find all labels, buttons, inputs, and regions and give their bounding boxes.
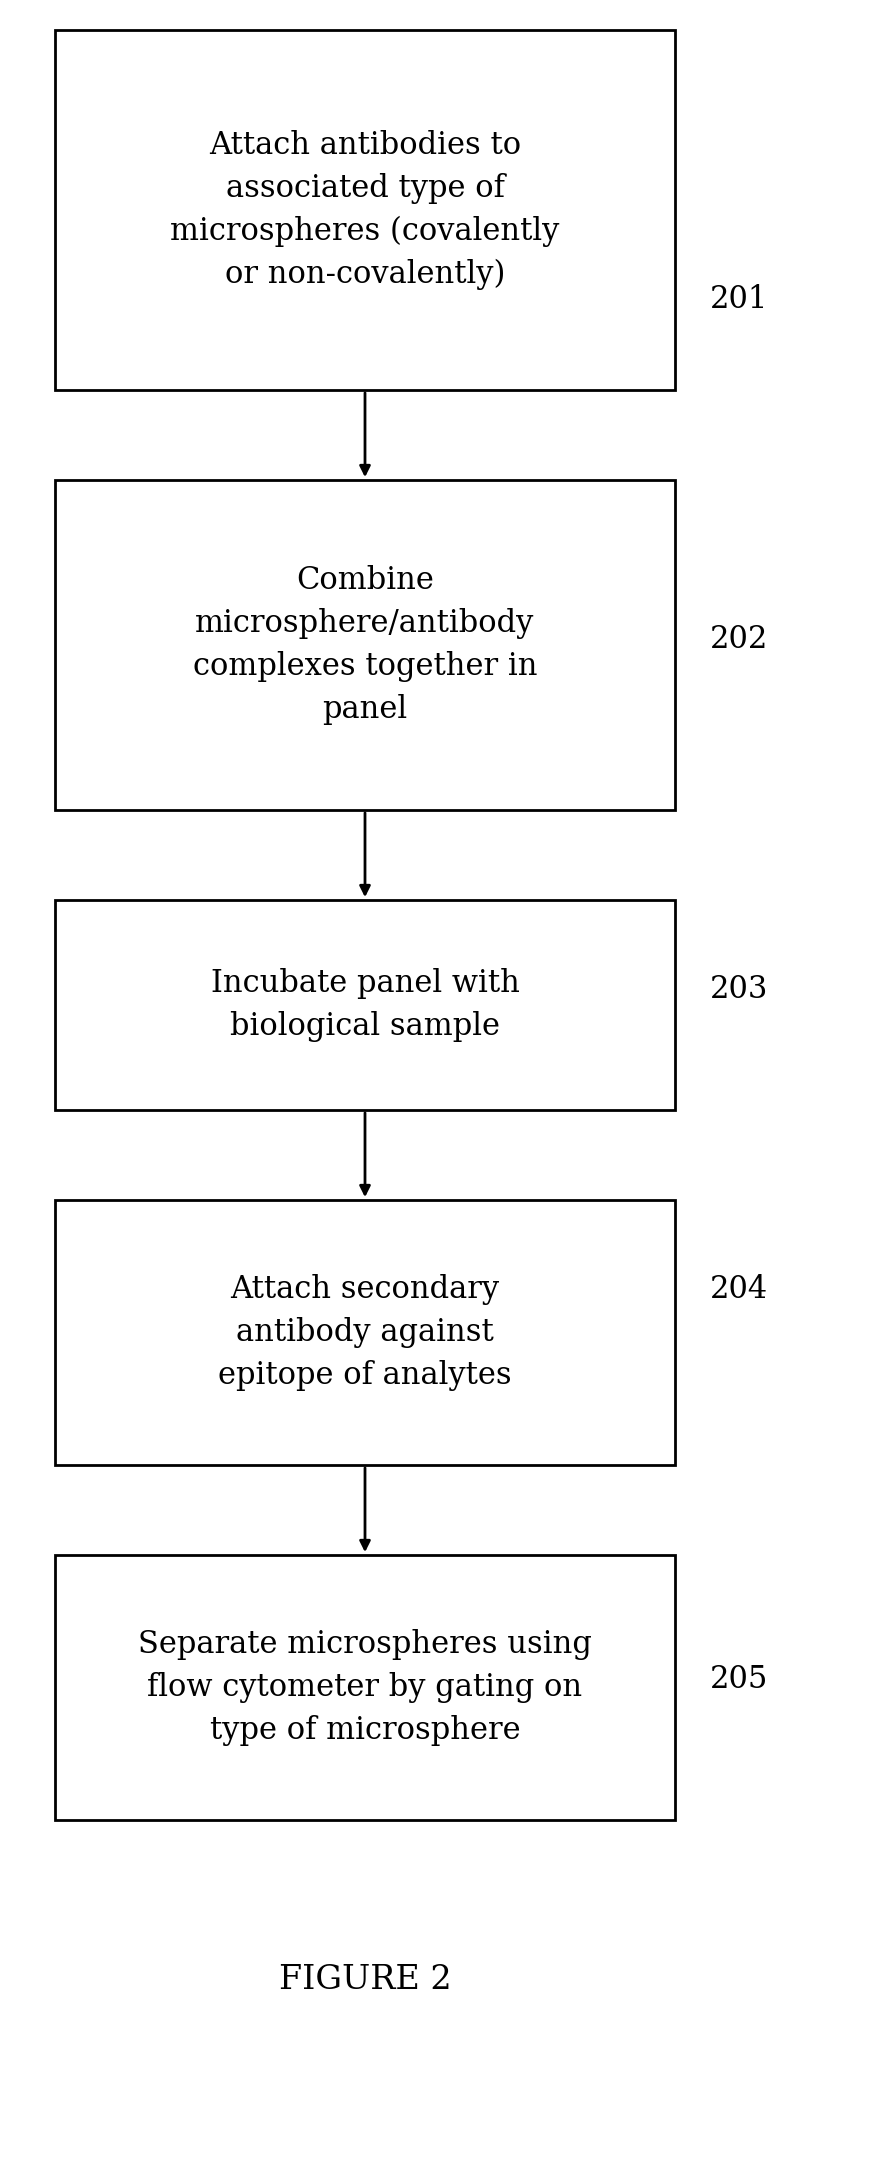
Bar	[55, 480, 675, 809]
Text: 204: 204	[710, 1274, 768, 1306]
Bar	[55, 901, 675, 1111]
Bar	[55, 30, 675, 391]
Bar	[55, 1556, 675, 1821]
Text: 203: 203	[710, 974, 768, 1005]
Text: 205: 205	[710, 1664, 768, 1695]
Text: Incubate panel with
biological sample: Incubate panel with biological sample	[211, 968, 519, 1042]
Text: Attach antibodies to
associated type of
microspheres (covalently
or non-covalent: Attach antibodies to associated type of …	[170, 130, 559, 291]
Text: 201: 201	[710, 284, 768, 315]
Text: Combine
microsphere/antibody
complexes together in
panel: Combine microsphere/antibody complexes t…	[193, 564, 537, 725]
Text: FIGURE 2: FIGURE 2	[278, 1964, 451, 1996]
Bar	[55, 1200, 675, 1465]
Text: 202: 202	[710, 625, 768, 655]
Text: Separate microspheres using
flow cytometer by gating on
type of microsphere: Separate microspheres using flow cytomet…	[138, 1630, 592, 1747]
Text: Attach secondary
antibody against
epitope of analytes: Attach secondary antibody against epitop…	[219, 1274, 512, 1391]
